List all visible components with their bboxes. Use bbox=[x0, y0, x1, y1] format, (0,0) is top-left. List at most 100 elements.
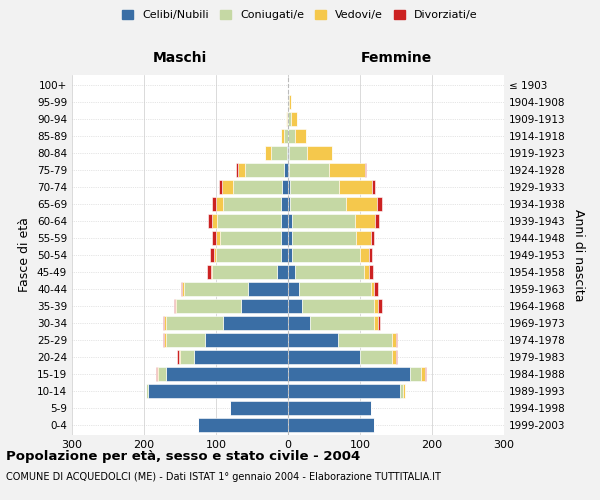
Bar bbox=[295, 129, 306, 143]
Bar bbox=[287, 146, 288, 160]
Bar bbox=[166, 367, 288, 381]
Bar bbox=[290, 180, 339, 194]
Bar bbox=[374, 299, 378, 313]
Bar bbox=[179, 350, 180, 364]
Bar bbox=[175, 299, 176, 313]
Bar bbox=[166, 316, 223, 330]
Bar bbox=[194, 350, 288, 364]
Bar bbox=[355, 214, 375, 228]
Bar bbox=[299, 282, 371, 296]
Bar bbox=[329, 163, 365, 177]
Bar bbox=[288, 248, 292, 262]
Bar bbox=[219, 180, 223, 194]
Bar bbox=[307, 146, 332, 160]
Bar bbox=[288, 282, 299, 296]
Bar bbox=[271, 146, 287, 160]
Bar bbox=[212, 214, 217, 228]
Bar bbox=[223, 180, 233, 194]
Bar bbox=[281, 248, 288, 262]
Bar bbox=[378, 299, 382, 313]
Bar bbox=[338, 333, 392, 347]
Bar bbox=[216, 231, 220, 245]
Bar bbox=[292, 214, 355, 228]
Bar bbox=[208, 265, 211, 279]
Y-axis label: Anni di nascita: Anni di nascita bbox=[572, 209, 585, 301]
Text: Femmine: Femmine bbox=[361, 51, 431, 65]
Bar bbox=[281, 129, 284, 143]
Bar bbox=[290, 197, 346, 211]
Bar bbox=[288, 316, 310, 330]
Bar bbox=[339, 180, 371, 194]
Bar bbox=[233, 180, 282, 194]
Bar bbox=[346, 197, 377, 211]
Bar bbox=[157, 367, 158, 381]
Bar bbox=[368, 248, 372, 262]
Bar bbox=[292, 231, 356, 245]
Bar bbox=[284, 129, 288, 143]
Bar bbox=[310, 316, 374, 330]
Bar bbox=[292, 248, 360, 262]
Bar bbox=[158, 367, 166, 381]
Bar bbox=[289, 95, 291, 109]
Bar bbox=[288, 95, 289, 109]
Bar bbox=[236, 163, 238, 177]
Bar bbox=[180, 350, 194, 364]
Bar bbox=[216, 197, 223, 211]
Bar bbox=[356, 231, 371, 245]
Bar bbox=[214, 248, 216, 262]
Bar bbox=[230, 401, 288, 415]
Bar bbox=[146, 384, 148, 398]
Bar bbox=[365, 163, 367, 177]
Bar bbox=[282, 180, 288, 194]
Bar bbox=[220, 231, 281, 245]
Bar bbox=[360, 248, 368, 262]
Bar bbox=[241, 299, 288, 313]
Bar bbox=[370, 265, 373, 279]
Bar bbox=[288, 146, 289, 160]
Bar bbox=[288, 299, 302, 313]
Bar bbox=[288, 197, 290, 211]
Bar bbox=[177, 350, 179, 364]
Bar bbox=[374, 316, 378, 330]
Bar bbox=[286, 112, 287, 126]
Bar bbox=[181, 282, 182, 296]
Bar bbox=[265, 146, 271, 160]
Bar bbox=[378, 316, 380, 330]
Bar bbox=[288, 129, 295, 143]
Text: COMUNE DI ACQUEDOLCI (ME) - Dati ISTAT 1° gennaio 2004 - Elaborazione TUTTITALIA: COMUNE DI ACQUEDOLCI (ME) - Dati ISTAT 1… bbox=[6, 472, 441, 482]
Bar bbox=[277, 265, 288, 279]
Bar bbox=[205, 333, 288, 347]
Bar bbox=[289, 163, 329, 177]
Bar bbox=[288, 367, 410, 381]
Bar bbox=[288, 350, 360, 364]
Bar bbox=[302, 299, 374, 313]
Bar bbox=[248, 282, 288, 296]
Bar bbox=[400, 384, 403, 398]
Bar bbox=[184, 282, 248, 296]
Bar bbox=[198, 418, 288, 432]
Bar bbox=[375, 214, 379, 228]
Bar bbox=[392, 350, 396, 364]
Bar bbox=[288, 418, 374, 432]
Bar bbox=[392, 333, 396, 347]
Legend: Celibi/Nubili, Coniugati/e, Vedovi/e, Divorziati/e: Celibi/Nubili, Coniugati/e, Vedovi/e, Di… bbox=[118, 6, 482, 25]
Bar bbox=[245, 163, 284, 177]
Y-axis label: Fasce di età: Fasce di età bbox=[19, 218, 31, 292]
Bar bbox=[396, 350, 397, 364]
Bar bbox=[164, 316, 166, 330]
Bar bbox=[288, 112, 291, 126]
Bar bbox=[371, 180, 375, 194]
Bar bbox=[288, 163, 289, 177]
Bar bbox=[176, 299, 241, 313]
Text: Popolazione per età, sesso e stato civile - 2004: Popolazione per età, sesso e stato civil… bbox=[6, 450, 360, 463]
Bar bbox=[155, 367, 157, 381]
Bar bbox=[212, 265, 277, 279]
Bar bbox=[173, 299, 175, 313]
Bar bbox=[425, 367, 426, 381]
Text: Maschi: Maschi bbox=[153, 51, 207, 65]
Bar bbox=[217, 214, 281, 228]
Bar bbox=[208, 214, 212, 228]
Bar bbox=[374, 282, 378, 296]
Bar bbox=[288, 333, 338, 347]
Bar bbox=[164, 333, 166, 347]
